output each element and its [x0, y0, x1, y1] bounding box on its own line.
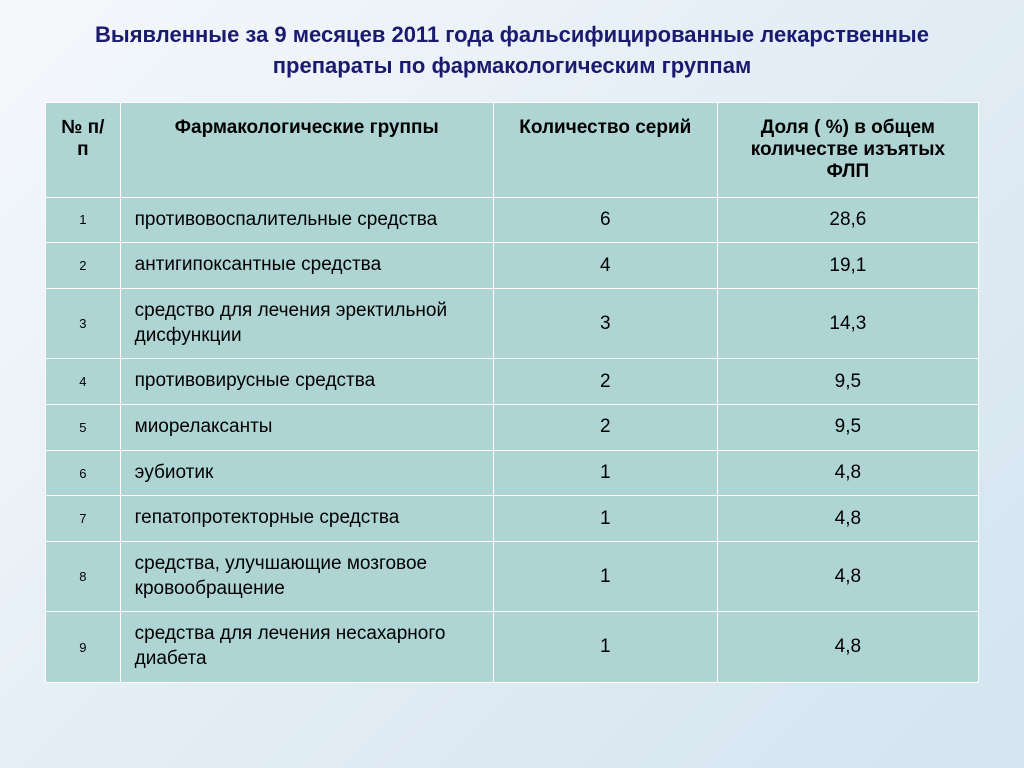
cell-share: 4,8	[717, 542, 978, 612]
cell-name: гепатопротекторные средства	[120, 496, 493, 542]
slide-container: Выявленные за 9 месяцев 2011 года фальси…	[0, 0, 1024, 768]
col-number: № п/п	[46, 102, 121, 197]
table-row: 8 средства, улучшающие мозговое кровообр…	[46, 542, 979, 612]
col-share: Доля ( %) в общем количестве изъятых ФЛП	[717, 102, 978, 197]
table-row: 6 эубиотик 1 4,8	[46, 450, 979, 496]
table-row: 1 противовоспалительные средства 6 28,6	[46, 197, 979, 243]
cell-share: 28,6	[717, 197, 978, 243]
cell-share: 4,8	[717, 496, 978, 542]
cell-name: эубиотик	[120, 450, 493, 496]
cell-share: 19,1	[717, 243, 978, 289]
title-line-2: препараты по фармакологическим группам	[273, 53, 751, 78]
cell-share: 4,8	[717, 450, 978, 496]
cell-idx: 8	[46, 542, 121, 612]
table-row: 4 противовирусные средства 2 9,5	[46, 359, 979, 405]
cell-share: 9,5	[717, 405, 978, 451]
table-header-row: № п/п Фармакологические группы Количеств…	[46, 102, 979, 197]
col-group: Фармакологические группы	[120, 102, 493, 197]
cell-name: средства, улучшающие мозговое кровообращ…	[120, 542, 493, 612]
cell-name: антигипоксантные средства	[120, 243, 493, 289]
cell-idx: 2	[46, 243, 121, 289]
cell-idx: 9	[46, 612, 121, 682]
col-series: Количество серий	[493, 102, 717, 197]
cell-series: 6	[493, 197, 717, 243]
cell-name: противовирусные средства	[120, 359, 493, 405]
cell-idx: 4	[46, 359, 121, 405]
table-row: 3 средство для лечения эректильной дисфу…	[46, 288, 979, 358]
title-line-1: Выявленные за 9 месяцев 2011 года фальси…	[95, 22, 929, 47]
cell-series: 2	[493, 405, 717, 451]
cell-share: 14,3	[717, 288, 978, 358]
cell-series: 2	[493, 359, 717, 405]
cell-idx: 7	[46, 496, 121, 542]
cell-name: миорелаксанты	[120, 405, 493, 451]
table-row: 7 гепатопротекторные средства 1 4,8	[46, 496, 979, 542]
cell-series: 4	[493, 243, 717, 289]
table-row: 9 средства для лечения несахарного диабе…	[46, 612, 979, 682]
cell-idx: 3	[46, 288, 121, 358]
table-row: 5 миорелаксанты 2 9,5	[46, 405, 979, 451]
table-row: 2 антигипоксантные средства 4 19,1	[46, 243, 979, 289]
cell-name: средство для лечения эректильной дисфунк…	[120, 288, 493, 358]
cell-series: 1	[493, 496, 717, 542]
cell-share: 9,5	[717, 359, 978, 405]
cell-share: 4,8	[717, 612, 978, 682]
cell-name: противовоспалительные средства	[120, 197, 493, 243]
cell-series: 1	[493, 612, 717, 682]
cell-series: 3	[493, 288, 717, 358]
cell-series: 1	[493, 542, 717, 612]
cell-idx: 1	[46, 197, 121, 243]
data-table: № п/п Фармакологические группы Количеств…	[45, 102, 979, 683]
slide-title: Выявленные за 9 месяцев 2011 года фальси…	[45, 20, 979, 82]
cell-idx: 6	[46, 450, 121, 496]
cell-series: 1	[493, 450, 717, 496]
cell-name: средства для лечения несахарного диабета	[120, 612, 493, 682]
cell-idx: 5	[46, 405, 121, 451]
